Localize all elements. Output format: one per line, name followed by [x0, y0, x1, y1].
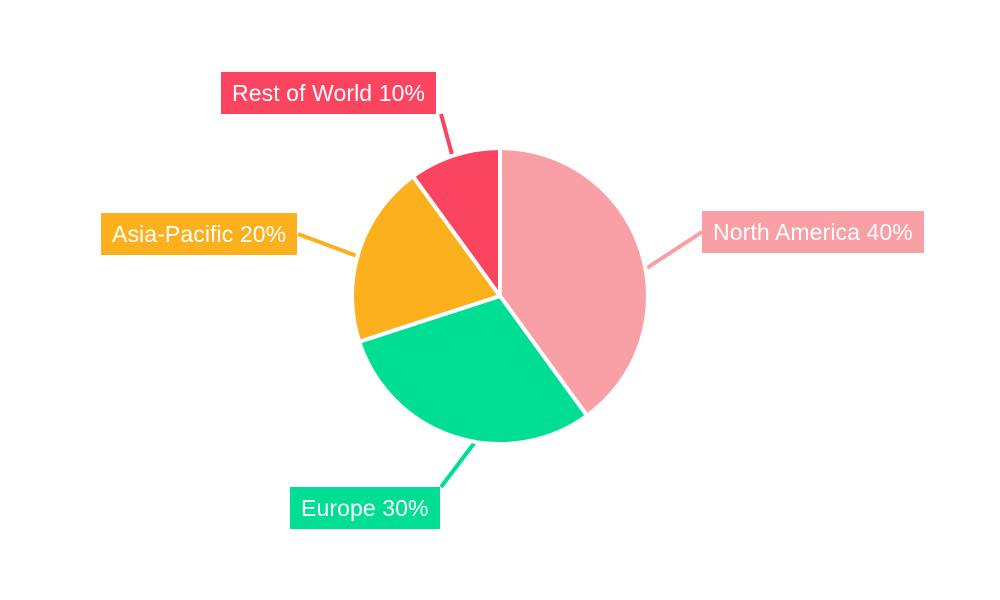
slice-label-asia-pacific[interactable]: Asia-Pacific 20% [101, 213, 298, 255]
leader-line-asia-pacific [297, 232, 358, 258]
slice-label-north-america[interactable]: North America 40% [702, 211, 924, 253]
pie-slice-group [350, 146, 650, 446]
slice-label-europe[interactable]: Europe 30% [290, 487, 440, 529]
leader-line-europe [439, 440, 477, 489]
pie-slice-asia-pacific[interactable] [350, 174, 502, 344]
leader-line-north-america [645, 230, 704, 270]
slice-label-rest-of-world[interactable]: Rest of World 10% [221, 72, 437, 114]
pie-slice-north-america[interactable] [498, 146, 650, 418]
pie-slice-europe[interactable] [357, 294, 589, 446]
pie-slice-rest-of-world[interactable] [411, 146, 502, 298]
